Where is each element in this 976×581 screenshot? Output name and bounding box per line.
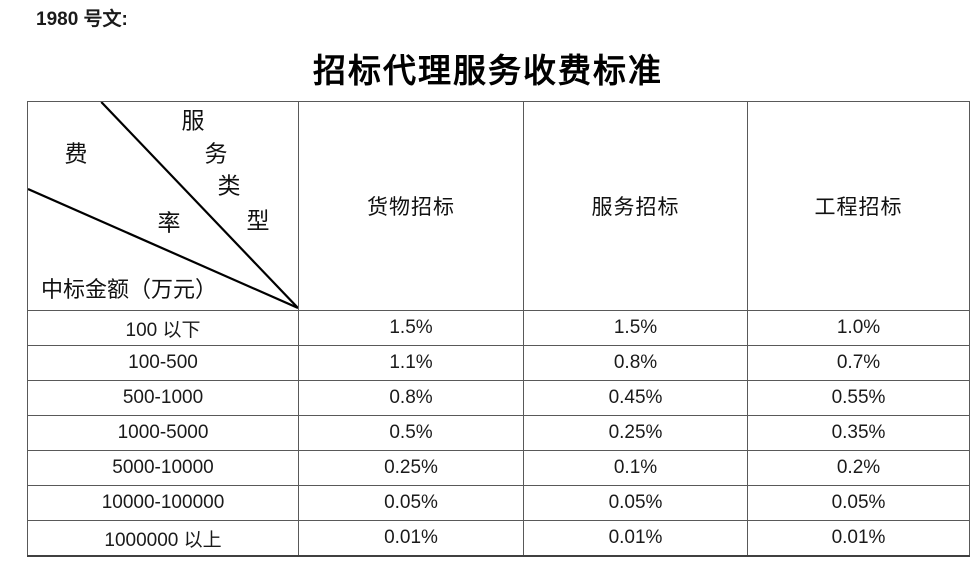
fee-rate-value: 1.5% — [298, 310, 524, 346]
corner-service-type-char: 类 — [217, 173, 241, 199]
table-row: 100-500 1.1% 0.8% 0.7% — [27, 345, 970, 381]
fee-rate-value: 1.5% — [523, 310, 748, 346]
row-range-label: 1000-5000 — [27, 415, 299, 451]
fee-standard-table: 服 务 类 型 费 率 中标金额（万元） 货物招标 服务招标 工程招标 100 … — [27, 101, 970, 557]
fee-rate-value: 0.01% — [523, 520, 748, 557]
table-header-row: 服 务 类 型 费 率 中标金额（万元） 货物招标 服务招标 工程招标 — [27, 101, 970, 311]
row-range-label: 5000-10000 — [27, 450, 299, 486]
fee-rate-value: 0.01% — [298, 520, 524, 557]
fee-rate-value: 0.05% — [747, 485, 970, 521]
corner-amount-label: 中标金额（万元） — [41, 277, 218, 302]
column-header-engineering: 工程招标 — [747, 101, 970, 311]
fee-rate-value: 0.45% — [523, 380, 748, 416]
fee-rate-value: 0.01% — [747, 520, 970, 557]
fee-rate-value: 0.25% — [298, 450, 524, 486]
corner-fee-rate-char: 费 — [64, 141, 88, 167]
row-range-label: 500-1000 — [27, 380, 299, 416]
column-header-goods: 货物招标 — [298, 101, 524, 311]
fee-rate-value: 0.7% — [747, 345, 970, 381]
table-corner-cell: 服 务 类 型 费 率 中标金额（万元） — [27, 101, 299, 311]
corner-service-type-char: 型 — [246, 208, 270, 234]
table-row: 1000000 以上 0.01% 0.01% 0.01% — [27, 520, 970, 557]
diagonal-divider-lines — [28, 102, 298, 310]
fee-rate-value: 0.35% — [747, 415, 970, 451]
document-number-label: 1980 号文: — [36, 9, 128, 30]
table-row: 100 以下 1.5% 1.5% 1.0% — [27, 310, 970, 346]
row-range-label: 10000-100000 — [27, 485, 299, 521]
column-header-service: 服务招标 — [523, 101, 748, 311]
fee-rate-value: 1.1% — [298, 345, 524, 381]
fee-rate-value: 0.5% — [298, 415, 524, 451]
table-row: 1000-5000 0.5% 0.25% 0.35% — [27, 415, 970, 451]
fee-rate-value: 0.8% — [523, 345, 748, 381]
fee-rate-value: 0.8% — [298, 380, 524, 416]
fee-rate-value: 0.05% — [523, 485, 748, 521]
fee-rate-value: 0.55% — [747, 380, 970, 416]
table-row: 10000-100000 0.05% 0.05% 0.05% — [27, 485, 970, 521]
corner-service-type-char: 务 — [204, 141, 228, 167]
row-range-label: 100 以下 — [27, 310, 299, 346]
fee-rate-value: 0.05% — [298, 485, 524, 521]
fee-rate-value: 0.1% — [523, 450, 748, 486]
page-title: 招标代理服务收费标准 — [313, 54, 663, 90]
corner-service-type-char: 服 — [181, 108, 205, 134]
row-range-label: 1000000 以上 — [27, 520, 299, 557]
fee-rate-value: 0.25% — [523, 415, 748, 451]
row-range-label: 100-500 — [27, 345, 299, 381]
table-row: 5000-10000 0.25% 0.1% 0.2% — [27, 450, 970, 486]
fee-rate-value: 1.0% — [747, 310, 970, 346]
table-row: 500-1000 0.8% 0.45% 0.55% — [27, 380, 970, 416]
fee-rate-value: 0.2% — [747, 450, 970, 486]
corner-fee-rate-char: 率 — [157, 210, 181, 236]
